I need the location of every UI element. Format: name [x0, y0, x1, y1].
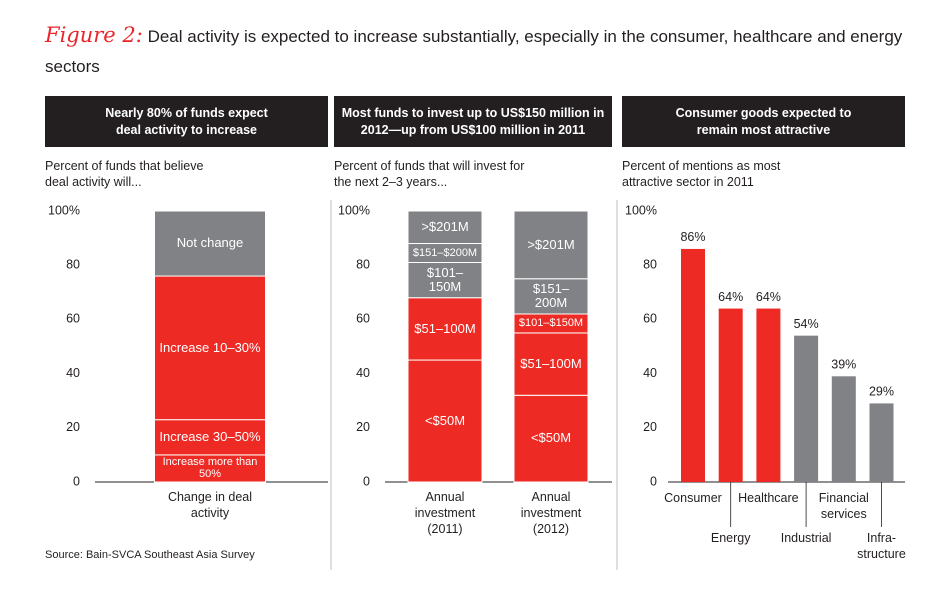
panel-title: Nearly 80% of funds expect deal activity… [105, 105, 268, 137]
y-tick-label: 40 [66, 366, 80, 380]
y-tick-label: 60 [356, 312, 370, 326]
x-category-label: Financial services [818, 491, 869, 521]
panel-subtitle: Percent of funds that will invest for th… [334, 159, 525, 189]
y-tick-label: 100% [625, 203, 657, 217]
bar-segment [513, 394, 589, 483]
value-label: 29% [869, 385, 894, 399]
segment-label: >$201M [421, 219, 469, 235]
value-label: 86% [680, 230, 705, 244]
panel-subtitle: Percent of mentions as most attractive s… [622, 159, 781, 189]
bar-segment [513, 278, 589, 315]
value-label: 39% [831, 358, 856, 372]
y-tick-label: 20 [356, 420, 370, 434]
value-label: 54% [794, 317, 819, 331]
x-category-label: Annual investment (2012) [520, 490, 582, 536]
x-category-label: Industrial [780, 531, 832, 545]
source-note: Source: Bain-SVCA Southeast Asia Survey [45, 549, 255, 561]
y-tick-label: 100% [338, 203, 370, 217]
bar-segment [407, 210, 483, 245]
segment-label: $101–150M [426, 264, 464, 295]
segment-label: >$201M [527, 236, 575, 252]
x-category-label: Consumer [664, 491, 722, 505]
bar [718, 308, 743, 482]
y-tick-label: 60 [66, 312, 80, 326]
value-label: 64% [718, 290, 743, 304]
segment-label: $151–$200M [412, 246, 478, 259]
bar-segment [513, 332, 589, 396]
segment-label: Not change [176, 235, 244, 251]
segment-label: $101–$150M [518, 317, 584, 330]
panel-header: Consumer goods expected to remain most a… [622, 96, 905, 147]
segment-label: <$50M [424, 412, 466, 428]
figure-title: Deal activity is expected to increase su… [45, 27, 903, 76]
segment-label: Increase 10–30% [159, 339, 261, 355]
bar [869, 403, 894, 482]
bar [831, 376, 856, 482]
segment-label: Increase 30–50% [159, 429, 261, 445]
panel-subtitle: Percent of funds that believe deal activ… [45, 159, 204, 189]
panel-title: Most funds to invest up to US$150 millio… [341, 105, 605, 137]
bar [681, 248, 705, 482]
figure-heading: Figure 2: Deal activity is expected to i… [45, 20, 925, 82]
y-tick-label: 100% [48, 203, 80, 217]
y-tick-label: 80 [356, 257, 370, 271]
figure-label: Figure 2: [45, 23, 143, 47]
x-category-label: Change in deal activity [167, 490, 253, 520]
panel-header: Most funds to invest up to US$150 millio… [334, 96, 612, 147]
y-tick-label: 0 [650, 474, 657, 488]
y-tick-label: 40 [643, 366, 657, 380]
bar [756, 308, 781, 482]
bar-segment [407, 297, 483, 361]
y-tick-label: 0 [363, 474, 370, 488]
y-tick-label: 20 [66, 420, 80, 434]
segment-label: $51–100M [414, 320, 476, 336]
bar [794, 335, 819, 482]
bar-segment [407, 359, 483, 483]
bar-segment [154, 210, 266, 277]
value-label: 64% [756, 290, 781, 304]
panel-title: Consumer goods expected to remain most a… [675, 105, 852, 137]
bar-segment [513, 210, 589, 280]
y-tick-label: 20 [643, 420, 657, 434]
y-tick-label: 80 [66, 257, 80, 271]
x-category-label: Energy [710, 531, 751, 545]
y-tick-label: 60 [643, 312, 657, 326]
segment-label: Increase more than 50% [162, 456, 258, 481]
y-tick-label: 80 [643, 257, 657, 271]
x-category-label: Healthcare [738, 491, 799, 505]
x-category-label: Annual investment (2011) [414, 490, 476, 536]
segment-label: <$50M [530, 430, 572, 446]
segment-label: $51–100M [520, 355, 582, 371]
y-tick-label: 40 [356, 366, 370, 380]
panel-header: Nearly 80% of funds expect deal activity… [45, 96, 328, 147]
y-tick-label: 0 [73, 474, 80, 488]
segment-label: $151–200M [532, 281, 570, 311]
x-category-label: Infra-structure [857, 531, 906, 561]
